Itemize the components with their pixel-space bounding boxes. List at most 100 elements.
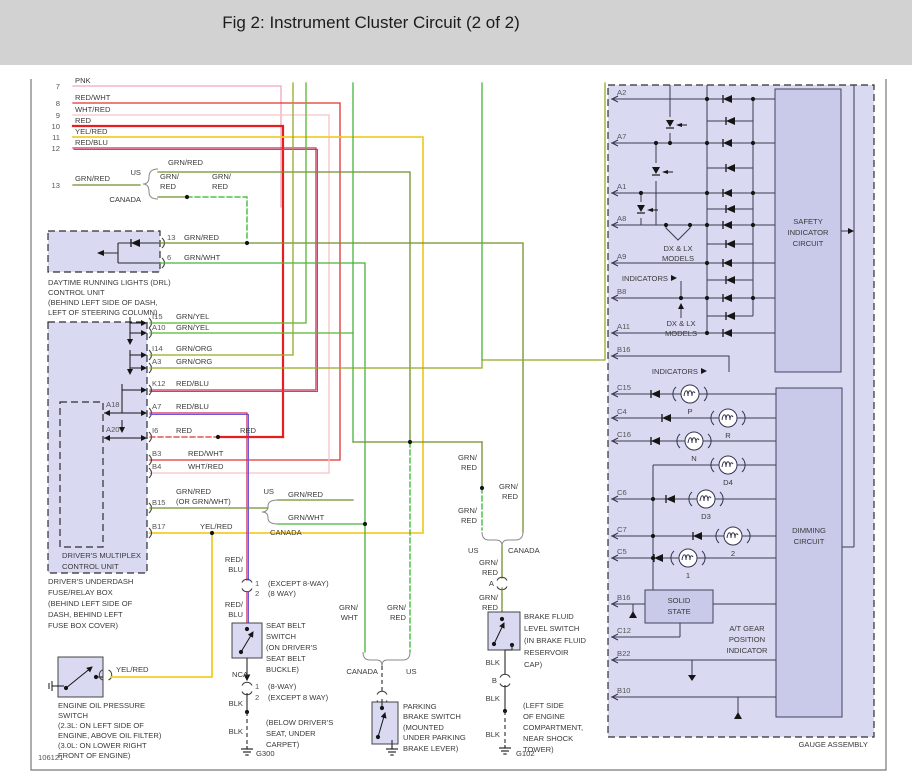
pin-k12-wire: RED/BLU bbox=[176, 379, 209, 388]
sb-conn2-l2: (EXCEPT 8 WAY) bbox=[268, 693, 329, 702]
sb-blk-2: BLK bbox=[229, 727, 243, 736]
gpin-c7: C7 bbox=[617, 525, 627, 534]
b15-us-label: US bbox=[263, 487, 274, 496]
drl-pin13: 13 bbox=[167, 233, 175, 242]
bf-w4b: RED bbox=[482, 568, 499, 577]
mid-junctions bbox=[352, 439, 485, 653]
gauge-pins: A2 A7 A1 A8 A9 B8 A11 B16 C15 C4 C16 C6 … bbox=[610, 88, 631, 701]
at-gear-1: A/T GEAR bbox=[729, 624, 765, 633]
at-gear-2: POSITION bbox=[729, 635, 765, 644]
drl-caption-2: CONTROL UNIT bbox=[48, 288, 105, 297]
pin-i15: I15 bbox=[152, 312, 163, 321]
pb-ca-wire-b: WHT bbox=[341, 613, 359, 622]
pin-7: 7 bbox=[56, 82, 60, 91]
gpin-c16: C16 bbox=[617, 430, 631, 439]
pin-i6-wire: RED bbox=[176, 426, 193, 435]
bulb-r: R bbox=[725, 431, 731, 440]
pin-11: 11 bbox=[52, 133, 60, 142]
pin-a10: A10 bbox=[152, 323, 166, 332]
brake-fluid-level-switch: GRN/ RED GRN/ RED GRN/ RED US CANADA GRN… bbox=[458, 453, 587, 758]
pin-10: 10 bbox=[52, 122, 60, 131]
pin-i15-wire: GRN/YEL bbox=[176, 312, 209, 321]
bf-w3b: RED bbox=[502, 492, 519, 501]
sb-note-3: CARPET) bbox=[266, 740, 300, 749]
ca-wire-label-1b: RED bbox=[160, 182, 177, 191]
sb-caption-3: (ON DRIVER'S bbox=[266, 643, 317, 652]
inner-pin-a20: A20 bbox=[106, 425, 120, 434]
drl-pin13-wire: GRN/RED bbox=[184, 233, 220, 242]
wire-grnred-label: GRN/RED bbox=[75, 174, 111, 183]
sb-caption-5: BUCKLE) bbox=[266, 665, 299, 674]
sb-wire-1b: BLU bbox=[228, 565, 243, 574]
gpin-b10: B10 bbox=[617, 686, 631, 695]
bf-w2a: GRN/ bbox=[458, 506, 478, 515]
solid-state-1: SOLID bbox=[668, 596, 691, 605]
wire-pnk-label: PNK bbox=[75, 76, 91, 85]
gauge-assembly: GAUGE ASSEMBLY A2 A7 A1 A8 A9 B8 A11 B16… bbox=[607, 84, 875, 749]
sb-ground: G300 bbox=[256, 749, 275, 758]
sb-caption-2: SWITCH bbox=[266, 632, 296, 641]
parking-brake-switch: GRN/ WHT GRN/ RED CANADA US PARKING BRAK… bbox=[339, 603, 466, 756]
pin-a3-wire: GRN/ORG bbox=[176, 357, 212, 366]
oil-caption-3: (2.3L: ON LEFT SIDE OF bbox=[58, 721, 144, 730]
bf-note-1: (LEFT SIDE bbox=[523, 701, 564, 710]
safety-label-2: INDICATOR bbox=[787, 228, 829, 237]
pb-us-label: US bbox=[406, 667, 417, 676]
pb-ca-wire-a: GRN/ bbox=[339, 603, 359, 612]
gpin-a2: A2 bbox=[617, 88, 626, 97]
wire-redblu-label: RED/BLU bbox=[75, 138, 108, 147]
sb-wire-2a: RED/ bbox=[225, 600, 244, 609]
pb-caption-3: (MOUNTED bbox=[403, 723, 444, 732]
wire-yelred-label: YEL/RED bbox=[75, 127, 108, 136]
bulb-p: P bbox=[687, 407, 692, 416]
pin-b17: B17 bbox=[152, 522, 166, 531]
fusebox-caption-3: (BEHIND LEFT SIDE OF bbox=[48, 599, 133, 608]
bf-ground: G102 bbox=[516, 749, 535, 758]
pin-b4: B4 bbox=[152, 462, 161, 471]
ca-wire-label-1a: GRN/ bbox=[160, 172, 180, 181]
bf-conn-a: A bbox=[489, 579, 495, 588]
sb-conn1-n1: 1 bbox=[255, 579, 259, 588]
pin-i6: I6 bbox=[152, 426, 158, 435]
pin-b17-wire: YEL/RED bbox=[200, 522, 233, 531]
gpin-b22: B22 bbox=[617, 649, 631, 658]
multiplex-label-2: CONTROL UNIT bbox=[62, 562, 119, 571]
bulb-1: 1 bbox=[686, 571, 690, 580]
fusebox-caption-1: DRIVER'S UNDERDASH bbox=[48, 577, 133, 586]
sb-conn1-l1: (EXCEPT 8-WAY) bbox=[268, 579, 329, 588]
bf-note-5: TOWER) bbox=[523, 745, 554, 754]
pin-8: 8 bbox=[56, 99, 60, 108]
sb-conn2-l1: (8-WAY) bbox=[268, 682, 297, 691]
oil-caption-6: FRONT OF ENGINE) bbox=[58, 751, 131, 760]
pin-b15: B15 bbox=[152, 498, 166, 507]
doc-number: 106121 bbox=[38, 753, 63, 762]
fusebox-caption-4: DASH, BEHIND LEFT bbox=[48, 610, 123, 619]
dimming-network: P R N D4 D3 2 1 DIMMING CIRCUIT SOLID ST… bbox=[611, 384, 843, 719]
pin-a3: A3 bbox=[152, 357, 161, 366]
oil-caption-1: ENGINE OIL PRESSURE bbox=[58, 701, 145, 710]
pb-caption-2: BRAKE SWITCH bbox=[403, 712, 461, 721]
gpin-c4: C4 bbox=[617, 407, 627, 416]
header-bar: Fig 2: Instrument Cluster Circuit (2 of … bbox=[0, 0, 912, 65]
bulb-d3: D3 bbox=[701, 512, 711, 521]
wire-redwht-label: RED/WHT bbox=[75, 93, 111, 102]
at-gear-3: INDICATOR bbox=[726, 646, 768, 655]
page-title: Fig 2: Instrument Cluster Circuit (2 of … bbox=[222, 13, 520, 32]
dimming-label-2: CIRCUIT bbox=[794, 537, 825, 546]
row13-us-canada-split: US CANADA GRN/RED GRN/ RED GRN/ RED bbox=[109, 158, 411, 443]
sb-wire-1a: RED/ bbox=[225, 555, 244, 564]
wire-red-label: RED bbox=[75, 116, 92, 125]
oil-caption-5: (3.0L: ON LOWER RIGHT bbox=[58, 741, 147, 750]
sb-wire-2b: BLU bbox=[228, 610, 243, 619]
gpin-b16: B16 bbox=[617, 345, 631, 354]
gpin-a7: A7 bbox=[617, 132, 626, 141]
bulb-d4: D4 bbox=[723, 478, 733, 487]
bf-w3a: GRN/ bbox=[499, 482, 519, 491]
bf-caption-1: BRAKE FLUID bbox=[524, 612, 574, 621]
pin-a7-wire: RED/BLU bbox=[176, 402, 209, 411]
gpin-b16-2: B16 bbox=[617, 593, 631, 602]
sb-caption-4: SEAT BELT bbox=[266, 654, 306, 663]
gpin-a8: A8 bbox=[617, 214, 626, 223]
